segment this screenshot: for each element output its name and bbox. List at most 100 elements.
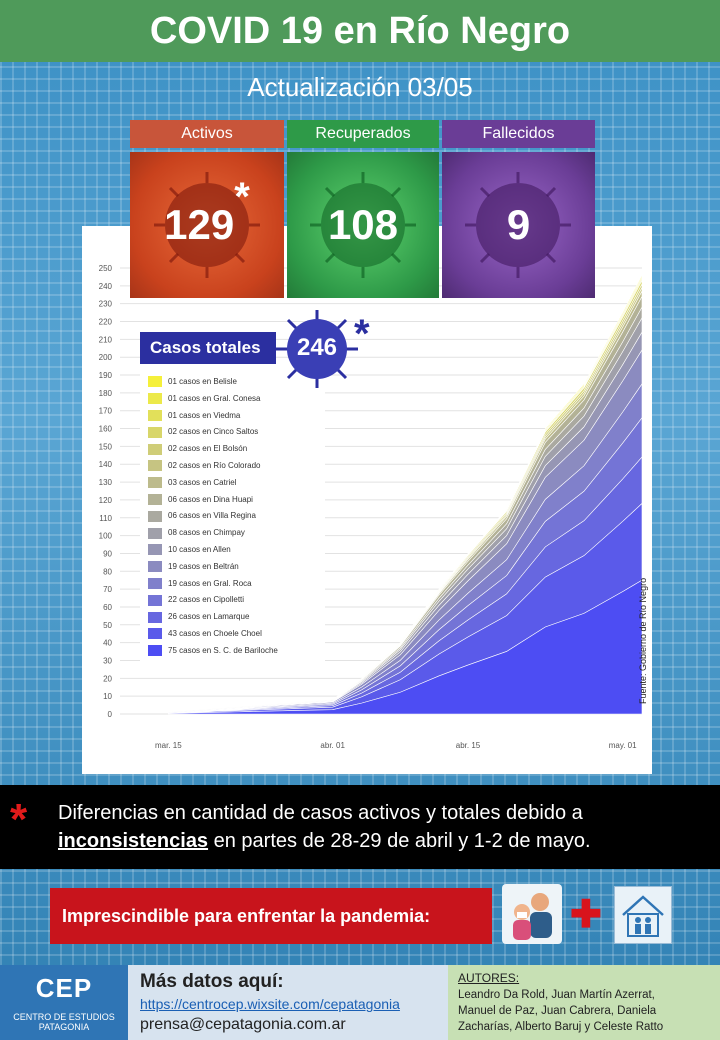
cep-logo: CEP CENTRO DE ESTUDIOS PATAGONIA <box>0 965 128 1040</box>
legend-swatch <box>148 409 162 421</box>
legend-label: 22 casos en Cipolletti <box>168 595 245 605</box>
legend-item: 19 casos en Beltrán <box>148 561 239 573</box>
legend-label: 02 casos en El Bolsón <box>168 444 248 454</box>
active-asterisk: * <box>234 175 250 219</box>
legend-label: 06 casos en Villa Regina <box>168 511 256 521</box>
more-data-label: Más datos aquí: <box>140 971 284 992</box>
legend-swatch <box>148 460 162 472</box>
legend-label: 26 casos en Lamarque <box>168 612 250 622</box>
legend-item: 02 casos en Río Colorado <box>148 460 261 472</box>
mask-people-icon <box>502 884 562 944</box>
legend-swatch <box>148 611 162 623</box>
legend-item: 03 casos en Catriel <box>148 477 236 489</box>
x-tick-label: abr. 15 <box>456 741 481 750</box>
note-emphasis: inconsistencias <box>58 830 209 852</box>
legend-swatch <box>148 577 162 589</box>
org-name-line-1: CENTRO DE ESTUDIOS <box>13 1012 115 1022</box>
legend-label: 19 casos en Gral. Roca <box>168 578 252 588</box>
legend-label: 03 casos en Catriel <box>168 477 237 487</box>
org-name-line-2: PATAGONIA <box>38 1022 90 1032</box>
legend-label: 43 casos en Choele Choel <box>168 629 262 638</box>
page-title: COVID 19 en Río Negro <box>149 10 571 52</box>
legend-swatch <box>148 376 162 388</box>
legend-item: 01 casos en Viedma <box>148 409 241 422</box>
legend-item: 08 casos en Chimpay <box>148 527 245 539</box>
legend-label: 01 casos en Viedma <box>168 410 241 420</box>
chart-source: Fuente: Gobierno de Río Negro <box>638 577 648 704</box>
update-date: Actualización 03/05 <box>247 72 473 102</box>
total-cases-label: Casos totales <box>140 332 276 364</box>
y-tick-label: 80 <box>103 567 112 576</box>
note-line-2: inconsistencias en partes de 28-29 de ab… <box>58 830 591 853</box>
plus-icon: ✚ <box>570 894 602 936</box>
legend-item: 75 casos en S. C. de Bariloche <box>148 645 278 657</box>
legend-label: 75 casos en S. C. de Bariloche <box>168 645 278 655</box>
legend-item: 43 casos en Choele Choel <box>148 628 262 640</box>
legend-swatch <box>148 477 162 489</box>
y-tick-label: 150 <box>99 442 113 451</box>
legend-label: 02 casos en Río Colorado <box>168 461 261 470</box>
y-tick-label: 230 <box>99 300 113 309</box>
authors-line: Manuel de Paz, Juan Cabrera, Daniela <box>458 1005 657 1017</box>
y-tick-label: 200 <box>99 353 113 362</box>
legend-item: 19 casos en Gral. Roca <box>148 577 252 590</box>
y-tick-label: 110 <box>99 514 112 523</box>
legend-swatch <box>148 561 162 573</box>
x-tick-label: abr. 01 <box>320 741 345 750</box>
legend-item: 22 casos en Cipolletti <box>148 594 244 606</box>
y-tick-label: 70 <box>103 585 112 594</box>
legend-swatch <box>148 594 162 606</box>
y-tick-label: 50 <box>103 621 112 630</box>
y-tick-label: 0 <box>108 710 113 719</box>
y-tick-label: 140 <box>99 460 113 469</box>
press-email[interactable]: prensa@cepatagonia.com.ar <box>140 1016 346 1033</box>
total-asterisk: * <box>354 312 370 356</box>
legend-label: 19 casos en Beltrán <box>168 561 239 571</box>
legend-item: 26 casos en Lamarque <box>148 611 249 623</box>
active-header: Activos <box>130 120 284 148</box>
y-tick-label: 210 <box>99 335 113 344</box>
legend-swatch <box>148 645 162 657</box>
y-tick-label: 130 <box>99 478 113 487</box>
contact-box: Más datos aquí: https://centrocep.wixsit… <box>128 965 448 1040</box>
note-asterisk: * <box>10 795 28 844</box>
logo-mark: CEP <box>35 973 93 1003</box>
active-box: 129* <box>130 152 284 298</box>
legend-item: 02 casos en El Bolsón <box>148 443 247 455</box>
note-line-1: Diferencias en cantidad de casos activos… <box>58 802 583 824</box>
deceased-box: 9 <box>442 152 595 298</box>
x-tick-label: mar. 15 <box>155 741 182 750</box>
virus-icon <box>465 172 571 278</box>
deceased-header: Fallecidos <box>442 120 595 148</box>
y-tick-label: 160 <box>99 425 113 434</box>
y-tick-label: 90 <box>103 549 112 558</box>
y-tick-label: 60 <box>103 603 112 612</box>
legend-label: 10 casos en Allen <box>168 545 231 554</box>
website-link[interactable]: https://centrocep.wixsite.com/cepatagoni… <box>140 996 400 1012</box>
y-tick-label: 180 <box>99 389 113 398</box>
recovered-value: 108 <box>327 201 399 248</box>
y-tick-label: 120 <box>99 496 113 505</box>
authors-list: Leandro Da Rold, Juan Martín Azerrat, Ma… <box>458 987 663 1035</box>
y-tick-label: 240 <box>99 282 113 291</box>
y-tick-label: 10 <box>103 692 112 701</box>
legend-swatch <box>148 426 162 438</box>
stay-home-icon <box>614 886 672 944</box>
y-tick-label: 170 <box>99 407 113 416</box>
y-tick-label: 100 <box>99 532 113 541</box>
legend-item: 01 casos en Belisle <box>148 376 237 388</box>
pandemic-banner: Imprescindible para enfrentar la pandemi… <box>50 888 492 944</box>
legend-swatch <box>148 510 162 522</box>
legend-swatch <box>148 393 162 405</box>
legend-swatch <box>148 544 162 556</box>
legend-item: 01 casos en Gral. Conesa <box>148 393 261 405</box>
legend-label: 06 casos en Dina Huapi <box>168 494 253 504</box>
recovered-box: 108 <box>287 152 439 298</box>
y-tick-label: 40 <box>103 639 112 648</box>
y-tick-label: 20 <box>103 674 112 683</box>
chart-legend: 01 casos en Belisle 01 casos en Gral. Con… <box>140 368 325 668</box>
authors-line: Zacharías, Alberto Baruj y Celeste Ratto <box>458 1021 664 1033</box>
legend-label: 02 casos en Cinco Saltos <box>168 427 259 437</box>
area-series <box>168 579 643 715</box>
y-tick-label: 30 <box>103 656 112 665</box>
